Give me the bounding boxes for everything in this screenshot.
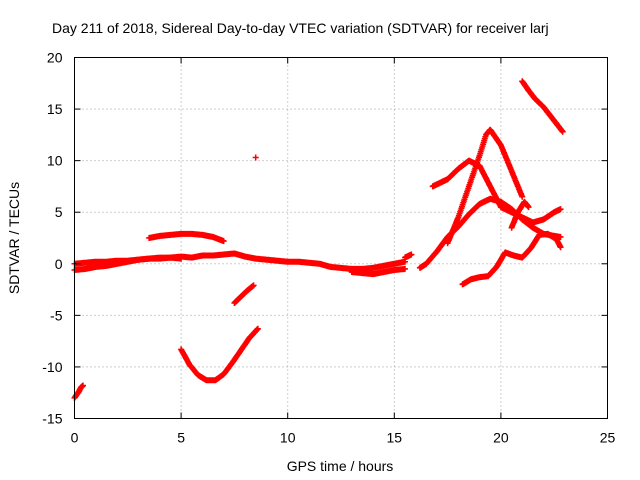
x-tick-label: 5	[177, 430, 185, 446]
axis-ticks: 0 5 10 15 20 25 -15 -10 -5 0 5 10 15 20	[42, 50, 615, 446]
y-tick-label: 10	[47, 153, 63, 169]
x-tick-label: 15	[387, 430, 403, 446]
y-tick-label: 20	[47, 50, 63, 66]
y-tick-label: 0	[55, 256, 63, 272]
y-tick-label: 5	[55, 204, 63, 220]
series-track-11	[444, 126, 526, 247]
plot-frame	[74, 57, 608, 419]
data-point-markers	[402, 251, 415, 261]
x-axis-label: GPS time / hours	[287, 458, 394, 474]
series-track-4	[348, 265, 408, 278]
x-tick-label: 20	[493, 430, 509, 446]
y-tick-label: 15	[47, 101, 63, 117]
data-point-markers	[519, 78, 566, 135]
data-point-markers	[146, 230, 227, 245]
series-track-5	[402, 251, 415, 261]
data-point-markers	[459, 230, 564, 288]
x-tick-label: 10	[280, 430, 296, 446]
data-point-markers	[252, 154, 259, 161]
series-track-9	[178, 325, 261, 384]
series-track-13	[459, 230, 564, 288]
series-track-6	[146, 230, 227, 245]
chart-title: Day 211 of 2018, Sidereal Day-to-day VTE…	[52, 20, 549, 36]
y-axis-label: SDTVAR / TECUs	[6, 182, 22, 294]
y-tick-label: -15	[42, 411, 62, 427]
x-tick-label: 25	[600, 430, 616, 446]
x-tick-label: 0	[71, 430, 79, 446]
y-tick-label: -5	[50, 307, 63, 323]
data-point-markers	[348, 265, 408, 278]
data-point-markers	[444, 126, 526, 247]
series-track-15	[508, 198, 532, 231]
data-point-markers	[231, 282, 257, 306]
series-track-14	[519, 78, 566, 135]
series-track-8	[252, 154, 259, 161]
y-tick-label: -10	[42, 359, 62, 375]
data-point-markers	[508, 198, 532, 231]
data-point-markers	[178, 325, 261, 384]
series-track-7	[231, 282, 257, 306]
